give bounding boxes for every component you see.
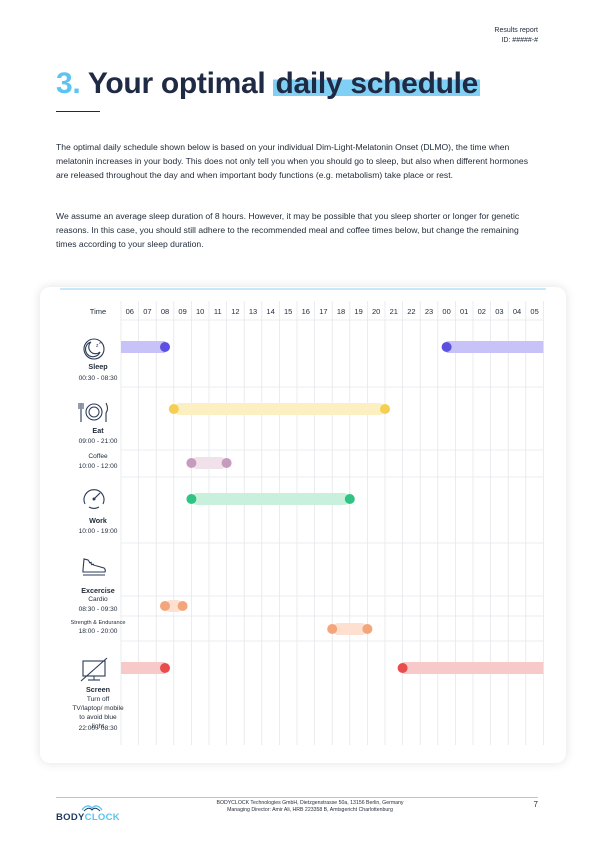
screen-off-icon — [80, 657, 108, 682]
hour-tick-label: 11 — [214, 307, 222, 316]
logo-body: BODY — [56, 812, 85, 823]
section-number: 3. — [56, 67, 81, 100]
hour-tick-label: 23 — [425, 307, 433, 316]
speedometer-icon — [83, 489, 105, 509]
report-title: Results report — [494, 27, 538, 34]
row-time: 22:00 - 08:30 — [79, 725, 118, 732]
row-time: 18:00 - 20:00 — [79, 628, 118, 635]
schedule-bar — [165, 600, 183, 612]
row-name: Sleep — [88, 362, 108, 371]
schedule-dot — [380, 404, 390, 414]
hour-tick-label: 08 — [161, 307, 169, 316]
page-number: 7 — [533, 800, 538, 809]
schedule-bar — [332, 623, 368, 635]
row-name: Screen — [86, 685, 110, 694]
logo-clock: CLOCK — [84, 812, 120, 823]
schedule-chart: z z — [60, 288, 546, 745]
page-title: 3. Your optimal daily schedule — [56, 64, 481, 104]
row-time: 10:00 - 19:00 — [79, 528, 118, 535]
hour-tick-label: 21 — [390, 307, 398, 316]
hour-tick-label: 10 — [196, 307, 204, 316]
row-name: Coffee — [88, 453, 108, 460]
intro-paragraph: The optimal daily schedule shown below i… — [56, 142, 528, 180]
hour-tick-label: 04 — [513, 307, 521, 316]
schedule-dot — [186, 494, 197, 504]
schedule-card: z z — [40, 287, 566, 763]
schedule-dot — [362, 624, 373, 634]
hour-tick-label: 06 — [126, 307, 134, 316]
row-name: Eat — [92, 426, 104, 435]
hour-tick-label: 02 — [478, 307, 486, 316]
hour-tick-label: 13 — [249, 307, 257, 316]
schedule-dot — [168, 404, 179, 414]
row-time: 00:30 - 08:30 — [79, 375, 118, 382]
hour-tick-label: 00 — [442, 307, 450, 316]
schedule-bar — [121, 341, 165, 353]
schedule-bar — [191, 493, 350, 505]
sleep-duration-paragraph: We assume an average sleep duration of 8… — [56, 211, 520, 249]
hour-tick-label: 15 — [284, 307, 292, 316]
schedule-bar — [191, 457, 227, 469]
hour-tick-label: 05 — [530, 307, 538, 316]
schedule-bar — [121, 662, 165, 674]
hour-tick-label: 16 — [302, 307, 310, 316]
schedule-bar — [446, 341, 544, 353]
row-time: 08:30 - 09:30 — [79, 606, 118, 613]
company-registration: Managing Director: Amir Ali, HRB 223358 … — [227, 807, 393, 813]
report-id: ID: #####-# — [501, 36, 538, 44]
row-note: to avoid blue — [79, 714, 117, 721]
title-text: Your optimal — [87, 67, 266, 100]
row-time: 09:00 - 21:00 — [79, 438, 118, 445]
hour-tick-label: 12 — [231, 307, 239, 316]
hour-tick-label: 18 — [337, 307, 345, 316]
hour-tick-label: 17 — [319, 307, 327, 316]
row-time: 10:00 - 12:00 — [79, 463, 118, 470]
company-address: BODYCLOCK Technologies GmbH, Dietzgenstr… — [216, 800, 404, 806]
row-note: light — [92, 723, 104, 730]
schedule-dot — [344, 494, 355, 504]
company-info: BODYCLOCK Technologies GmbH, Dietzgenstr… — [190, 800, 430, 814]
bodyclock-logo-icon — [81, 805, 103, 812]
hour-tick-label: 01 — [460, 307, 468, 316]
title-underline — [56, 111, 100, 112]
schedule-dot — [441, 342, 452, 352]
schedule-dot — [160, 601, 170, 611]
footer-logo-text: BODYCLOCK — [56, 812, 120, 823]
title-highlight: daily schedule — [273, 67, 481, 100]
row-name: Excercise — [81, 586, 115, 595]
hour-tick-label: 19 — [354, 307, 362, 316]
row-note: TV/laptop/ mobile — [72, 705, 124, 712]
footer-divider — [56, 797, 538, 798]
schedule-dot — [186, 458, 197, 468]
hour-tick-label: 03 — [495, 307, 503, 316]
time-header-label: Time — [90, 307, 106, 316]
report-header: Results report ID: #####-# — [494, 26, 538, 45]
row-note: Turn off — [87, 696, 110, 703]
schedule-dot — [327, 624, 338, 634]
hour-tick-label: 22 — [407, 307, 415, 316]
sneaker-icon — [82, 558, 106, 576]
row-name: Strength & Endurance — [70, 620, 125, 626]
schedule-bar — [173, 403, 385, 415]
hour-tick-label: 14 — [266, 307, 274, 316]
hour-tick-label: 09 — [178, 307, 186, 316]
hour-tick-label: 07 — [143, 307, 151, 316]
schedule-dot — [221, 458, 232, 468]
sleep-icon — [83, 338, 105, 360]
schedule-dot — [177, 601, 188, 611]
schedule-dot — [160, 342, 170, 352]
schedule-dot — [397, 663, 408, 673]
plate-cutlery-icon — [78, 402, 109, 423]
schedule-bar — [402, 662, 544, 674]
schedule-dot — [160, 663, 170, 673]
row-name: Cardio — [88, 596, 108, 603]
row-name: Work — [89, 516, 107, 525]
hour-tick-label: 20 — [372, 307, 380, 316]
